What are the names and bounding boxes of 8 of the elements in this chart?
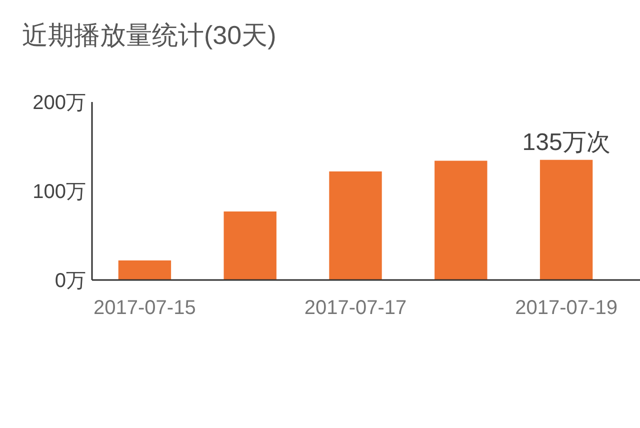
y-tick-label: 100万 bbox=[32, 181, 86, 203]
y-tick-label: 0万 bbox=[54, 270, 86, 292]
y-tick-label: 200万 bbox=[32, 92, 86, 114]
x-tick-label: 2017-07-15 bbox=[94, 297, 196, 319]
chart-title: 近期播放量统计(30天) bbox=[22, 20, 276, 50]
x-tick-label: 2017-07-17 bbox=[304, 297, 407, 319]
x-tick-label: 2017-07-19 bbox=[515, 297, 618, 319]
data-label: 135万次 bbox=[522, 128, 610, 156]
